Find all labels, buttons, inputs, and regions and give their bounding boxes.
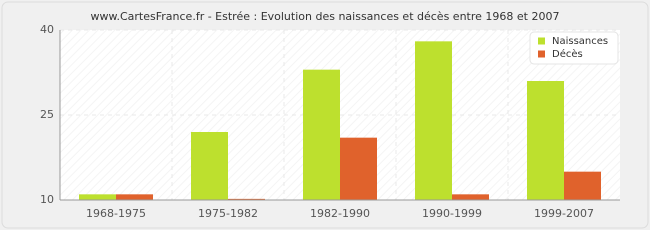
x-tick-label: 1990-1999 — [422, 207, 482, 220]
legend-label: Naissances — [552, 36, 608, 47]
legend-swatch — [538, 37, 545, 45]
bar — [116, 194, 153, 200]
bar — [340, 137, 377, 200]
frame — [1, 1, 649, 229]
legend-label: Décès — [552, 48, 583, 60]
bar — [564, 171, 601, 200]
x-tick-label: 1982-1990 — [310, 207, 370, 220]
chart-title: www.CartesFrance.fr - Estrée : Evolution… — [91, 10, 560, 23]
legend-swatch — [538, 50, 545, 58]
bar — [452, 194, 489, 200]
chart: www.CartesFrance.fr - Estrée : Evolution… — [0, 0, 650, 230]
x-tick-label: 1975-1982 — [198, 207, 258, 220]
x-tick-label: 1999-2007 — [534, 207, 594, 220]
bar — [303, 69, 340, 201]
bar — [527, 81, 564, 200]
bar — [191, 132, 228, 200]
y-tick-label: 40 — [40, 23, 54, 36]
x-tick-label: 1968-1975 — [86, 207, 146, 220]
bar — [228, 198, 265, 200]
bar — [415, 41, 452, 201]
y-tick-label: 25 — [40, 108, 54, 121]
y-tick-label: 10 — [40, 193, 54, 206]
bar — [79, 194, 116, 200]
legend-box — [529, 31, 619, 65]
